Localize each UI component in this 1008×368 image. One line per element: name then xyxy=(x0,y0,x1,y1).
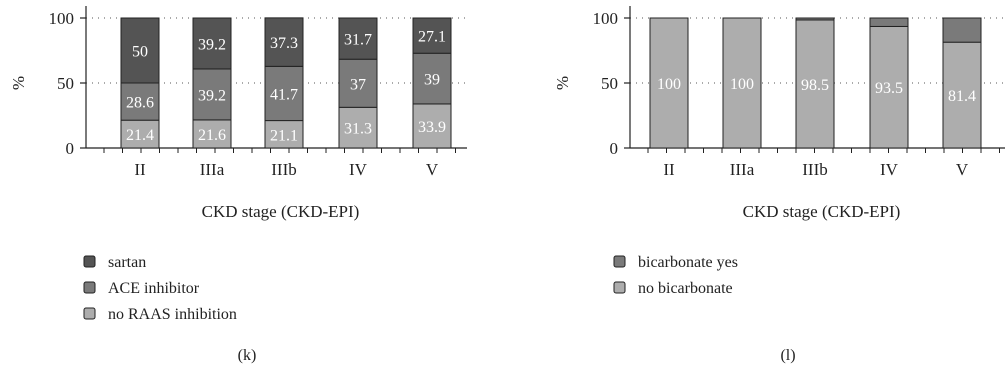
legend-swatch xyxy=(83,281,96,294)
bar-value-label: 100 xyxy=(657,76,681,93)
bar-value-label: 98.5 xyxy=(801,77,829,94)
bar-value-label: 93.5 xyxy=(875,80,903,97)
bar-segment xyxy=(120,17,160,84)
legend-label: sartan xyxy=(108,254,146,271)
bar-value-label: 50 xyxy=(132,44,148,61)
legend-label: no bicarbonate xyxy=(638,280,733,297)
bar-segment xyxy=(869,17,909,27)
legend-swatch xyxy=(83,307,96,320)
legend-swatch xyxy=(83,255,96,268)
legend-swatch xyxy=(613,281,626,294)
chart-panel-k: 0 50 100% 21.4 28.6 50 II 21.6 39.2 39.2 IIIa 21.1 4… xyxy=(9,6,467,364)
x-axis-label: CKD stage (CKD-EPI) xyxy=(743,202,901,221)
y-axis-label: % xyxy=(9,76,28,90)
y-tick-label: 100 xyxy=(49,9,75,28)
bar-segment xyxy=(264,65,304,122)
bar-segment xyxy=(722,17,762,149)
bar-segment xyxy=(795,19,835,149)
bar-segment xyxy=(412,17,452,54)
panel-label: (l) xyxy=(780,347,795,364)
bar-value-label: 21.6 xyxy=(198,127,226,144)
bar-value-label: 21.1 xyxy=(270,127,298,144)
x-tick-label: IIIa xyxy=(730,160,755,179)
x-tick-label: V xyxy=(956,160,969,179)
bar-value-label: 41.7 xyxy=(270,86,298,103)
bar-value-label: 31.3 xyxy=(344,121,372,138)
bar-value-label: 31.7 xyxy=(344,32,372,49)
bar-value-label: 39.2 xyxy=(198,87,226,104)
bar-segment xyxy=(192,68,232,121)
chart-panel-l: 0 50 100% 100 II 100 IIIa 98.5 IIIb 93.5 IV 81.4 V CK… xyxy=(553,6,1005,364)
bar-segment xyxy=(649,17,689,149)
bar-segment xyxy=(192,119,232,149)
bar-segment xyxy=(264,120,304,149)
panel-label: (k) xyxy=(238,347,257,364)
y-tick-label: 0 xyxy=(610,139,619,158)
x-tick-label: IV xyxy=(349,160,368,179)
bar-segment xyxy=(264,17,304,67)
bar-value-label: 33.9 xyxy=(418,119,446,136)
x-tick-label: II xyxy=(663,160,675,179)
x-tick-label: IIIb xyxy=(271,160,296,179)
legend-label: bicarbonate yes xyxy=(638,254,738,271)
bar-value-label: 100 xyxy=(730,76,754,93)
bar-segment xyxy=(338,17,378,60)
x-tick-label: V xyxy=(426,160,439,179)
x-tick-label: IIIb xyxy=(802,160,827,179)
bar-value-label: 81.4 xyxy=(948,88,976,105)
bar-segment xyxy=(412,103,452,149)
y-tick-label: 0 xyxy=(66,139,75,158)
bar-value-label: 37.3 xyxy=(270,35,298,52)
bar-value-label: 28.6 xyxy=(126,95,154,112)
legend-swatch xyxy=(613,255,626,268)
bar-value-label: 39 xyxy=(424,72,440,89)
bar-segment xyxy=(412,52,452,105)
bar-segment xyxy=(338,106,378,149)
bar-segment xyxy=(120,82,160,121)
y-tick-label: 50 xyxy=(601,74,618,93)
bar-segment xyxy=(942,17,982,43)
bar-segment xyxy=(942,41,982,149)
bar-segment xyxy=(795,17,835,21)
bar-value-label: 37 xyxy=(350,76,366,93)
bar-value-label: 21.4 xyxy=(126,127,154,144)
y-tick-label: 100 xyxy=(593,9,619,28)
x-tick-label: IIIa xyxy=(200,160,225,179)
legend-label: no RAAS inhibition xyxy=(108,306,237,323)
bar-segment xyxy=(338,58,378,108)
y-tick-label: 50 xyxy=(57,74,74,93)
x-axis-label: CKD stage (CKD-EPI) xyxy=(202,202,360,221)
bar-value-label: 39.2 xyxy=(198,36,226,53)
x-tick-label: II xyxy=(134,160,146,179)
bar-segment xyxy=(192,17,232,70)
legend-label: ACE inhibitor xyxy=(108,280,200,297)
y-axis-label: % xyxy=(553,76,572,90)
x-tick-label: IV xyxy=(880,160,899,179)
bar-value-label: 27.1 xyxy=(418,29,446,46)
